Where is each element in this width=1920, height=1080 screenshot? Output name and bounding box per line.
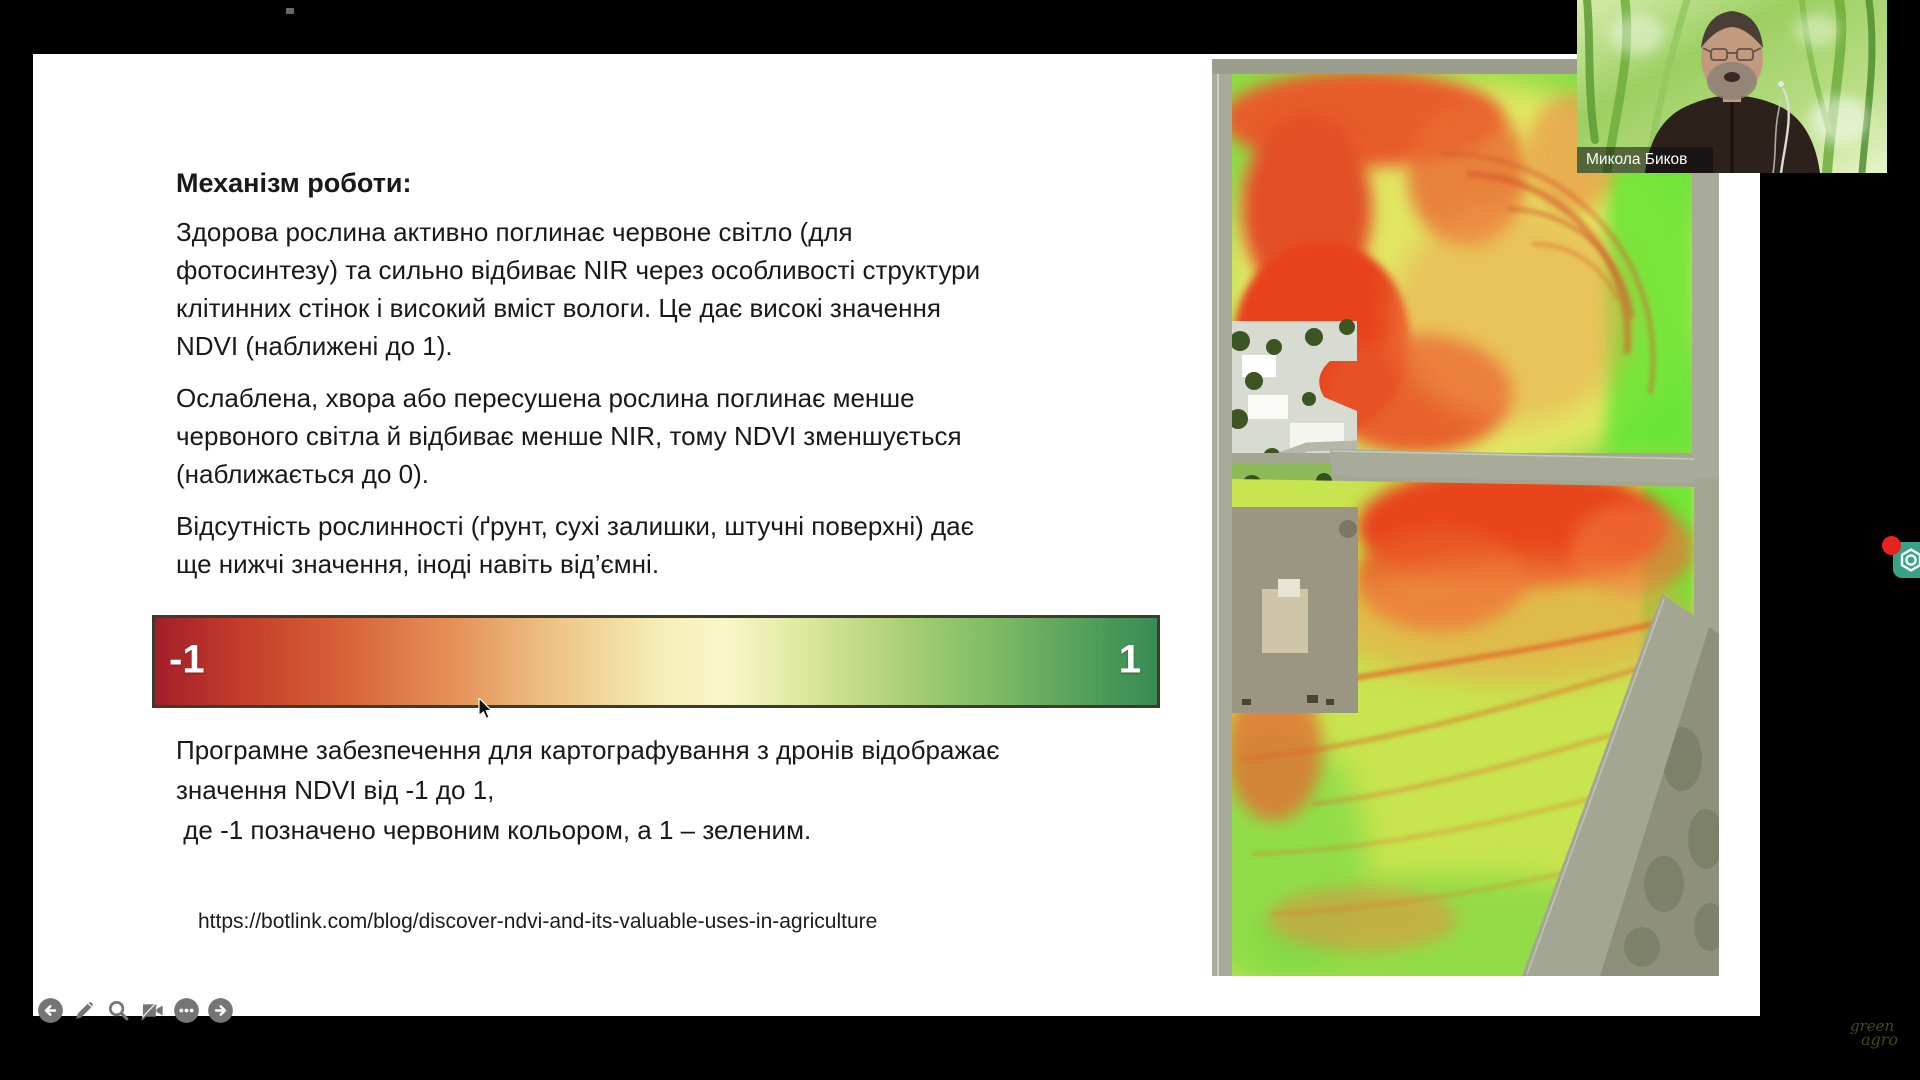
slide-title: Механізм роботи: bbox=[176, 168, 412, 198]
magnifier-icon bbox=[108, 1000, 129, 1021]
meeting-app-icon[interactable] bbox=[1893, 542, 1920, 583]
ndvi-color-scale: -1 1 bbox=[152, 615, 1160, 708]
participant-name-label: Микола Биков bbox=[1577, 147, 1713, 173]
ellipsis-circle-icon bbox=[174, 998, 199, 1023]
camera-lens-app-icon bbox=[1893, 542, 1920, 578]
mouse-cursor bbox=[478, 696, 500, 727]
previous-slide-button[interactable] bbox=[37, 997, 64, 1024]
ndvi-map-image bbox=[1212, 59, 1719, 976]
zoom-search-button[interactable] bbox=[105, 997, 132, 1024]
video-off-button[interactable] bbox=[139, 997, 166, 1024]
pencil-icon bbox=[76, 1002, 93, 1019]
arrow-right-circle-icon bbox=[208, 998, 233, 1023]
scale-min-label: -1 bbox=[169, 637, 205, 682]
participant-video bbox=[1577, 0, 1887, 173]
paragraph: Здорова рослина активно поглинає червоне… bbox=[176, 217, 981, 361]
scale-max-label: 1 bbox=[1118, 637, 1141, 682]
more-options-button[interactable] bbox=[173, 997, 200, 1024]
presenter-toolbar bbox=[37, 997, 234, 1024]
notification-badge bbox=[1882, 536, 1901, 555]
slide-text-block: Механізм роботи: Здорова рослина активно… bbox=[176, 166, 1116, 597]
paragraph: Ослаблена, хвора або пересушена рослина … bbox=[176, 383, 962, 489]
video-artifact-dot bbox=[286, 8, 294, 14]
camera-off-icon bbox=[141, 1001, 163, 1021]
arrow-left-circle-icon bbox=[38, 998, 63, 1023]
paragraph: Відсутність рослинності (ґрунт, сухі зал… bbox=[176, 511, 974, 579]
green-agro-watermark: green agro bbox=[1850, 1017, 1899, 1049]
source-url: https://botlink.com/blog/discover-ndvi-a… bbox=[198, 910, 878, 933]
next-slide-button[interactable] bbox=[207, 997, 234, 1024]
annotate-pen-button[interactable] bbox=[71, 997, 98, 1024]
note-text: Програмне забезпечення для картографуван… bbox=[176, 735, 1000, 845]
